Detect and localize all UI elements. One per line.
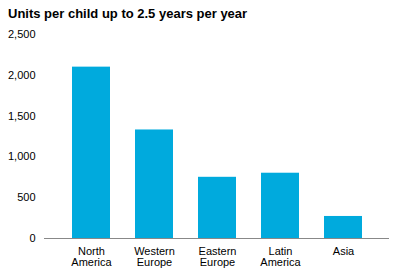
svg-text:Asia: Asia — [333, 245, 355, 257]
svg-text:500: 500 — [17, 191, 35, 203]
svg-text:2,000: 2,000 — [8, 69, 36, 81]
svg-text:LatinAmerica: LatinAmerica — [260, 245, 301, 268]
html-text:Units per child up to 2.5 year: Units per child up to 2.5 years per year — [8, 6, 248, 21]
svg-text:2,500: 2,500 — [8, 28, 36, 40]
svg-text:1,000: 1,000 — [8, 150, 36, 162]
svg-text:0: 0 — [29, 232, 35, 244]
svg-text:NorthAmerica: NorthAmerica — [71, 245, 112, 268]
svg-text:1,500: 1,500 — [8, 110, 36, 122]
svg-text:EasternEurope: EasternEurope — [199, 245, 237, 268]
svg-text:WesternEurope: WesternEurope — [134, 245, 175, 268]
